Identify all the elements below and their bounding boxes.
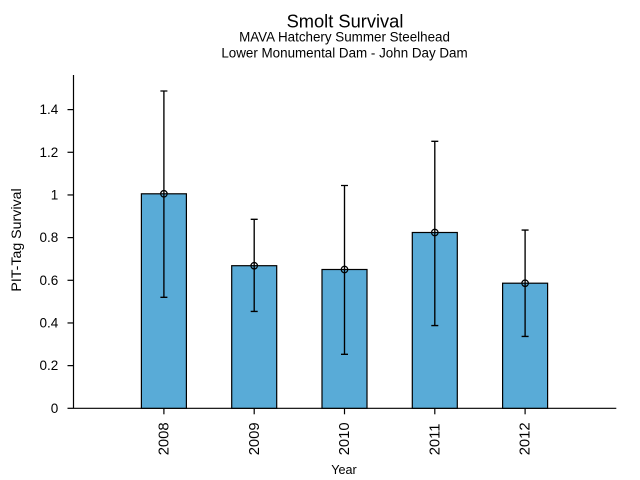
svg-text:PIT-Tag Survival: PIT-Tag Survival — [9, 188, 25, 291]
svg-text:0: 0 — [51, 401, 59, 416]
svg-text:Lower Monumental Dam - John Da: Lower Monumental Dam - John Day Dam — [221, 45, 467, 60]
svg-text:2009: 2009 — [247, 422, 263, 455]
svg-text:1.4: 1.4 — [40, 102, 59, 117]
svg-text:1.2: 1.2 — [40, 145, 59, 160]
svg-text:1: 1 — [51, 188, 59, 203]
svg-text:MAVA Hatchery Summer Steelhead: MAVA Hatchery Summer Steelhead — [239, 29, 450, 44]
svg-text:0.6: 0.6 — [40, 273, 59, 288]
svg-text:2011: 2011 — [427, 423, 443, 455]
svg-text:0.4: 0.4 — [40, 316, 59, 331]
svg-text:2012: 2012 — [518, 422, 534, 455]
svg-text:0.8: 0.8 — [40, 230, 59, 245]
svg-text:Year: Year — [331, 463, 356, 477]
svg-text:Smolt Survival: Smolt Survival — [287, 11, 404, 32]
svg-text:2010: 2010 — [337, 422, 353, 455]
svg-text:0.2: 0.2 — [40, 358, 59, 373]
svg-text:2008: 2008 — [157, 422, 173, 455]
